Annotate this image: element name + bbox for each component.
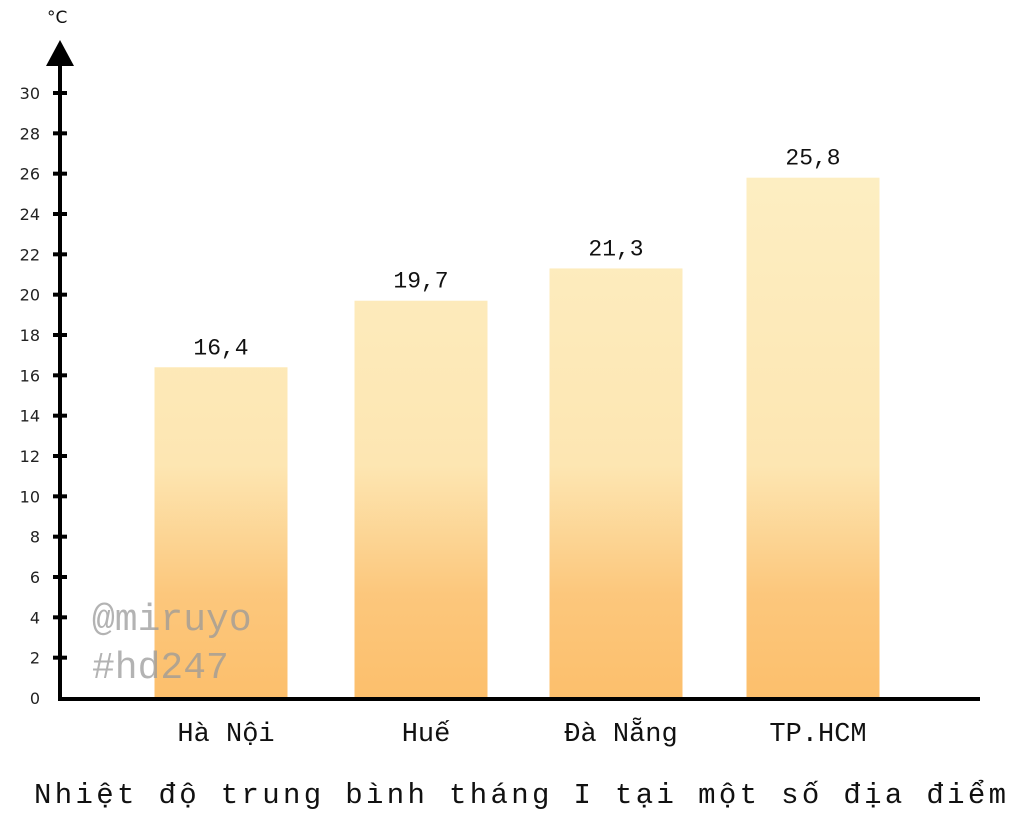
y-tick-label: 4 — [30, 608, 40, 627]
category-label: TP.HCM — [769, 720, 866, 750]
bar — [354, 300, 488, 698]
y-axis-arrow-icon — [46, 40, 74, 66]
y-tick-label: 12 — [20, 447, 40, 466]
chart-title: Nhiệt độ trung bình tháng I tại một số đ… — [34, 778, 1006, 812]
y-tick-label: 28 — [20, 124, 40, 143]
labels: 16,4 Hà Nội 19,7 Huế 21,3 Đà Nẵng 25,8 TP.HCM — [177, 146, 866, 750]
y-tick-label: 22 — [20, 245, 40, 264]
y-tick-label: 6 — [30, 568, 40, 587]
y-tick-label: 0 — [30, 689, 40, 708]
data-label: 25,8 — [785, 146, 840, 172]
y-tick-label: 20 — [20, 286, 40, 305]
category-label: Huế — [402, 719, 451, 750]
bar — [746, 177, 880, 698]
y-tick-label: 14 — [20, 407, 40, 426]
category-label: Đà Nẵng — [564, 717, 677, 750]
y-tick-label: 26 — [20, 165, 40, 184]
data-label: 16,4 — [193, 335, 248, 361]
bar — [154, 367, 288, 698]
watermark-line-2: #hd247 — [92, 647, 229, 690]
bars — [154, 177, 880, 698]
y-tick-label: 8 — [30, 528, 40, 547]
y-tick-label: 16 — [20, 366, 40, 385]
y-tick-label: 24 — [20, 205, 40, 224]
y-tick-label: 30 — [20, 84, 40, 103]
watermark-line-1: @miruyo — [92, 599, 252, 642]
data-label: 19,7 — [393, 269, 448, 295]
y-tick-label: 18 — [20, 326, 40, 345]
y-axis-unit: °C — [47, 8, 67, 28]
category-label: Hà Nội — [177, 720, 274, 750]
bar — [549, 268, 683, 698]
data-label: 21,3 — [588, 236, 643, 262]
y-tick-label: 2 — [30, 649, 40, 668]
y-tick-label: 10 — [20, 487, 40, 506]
